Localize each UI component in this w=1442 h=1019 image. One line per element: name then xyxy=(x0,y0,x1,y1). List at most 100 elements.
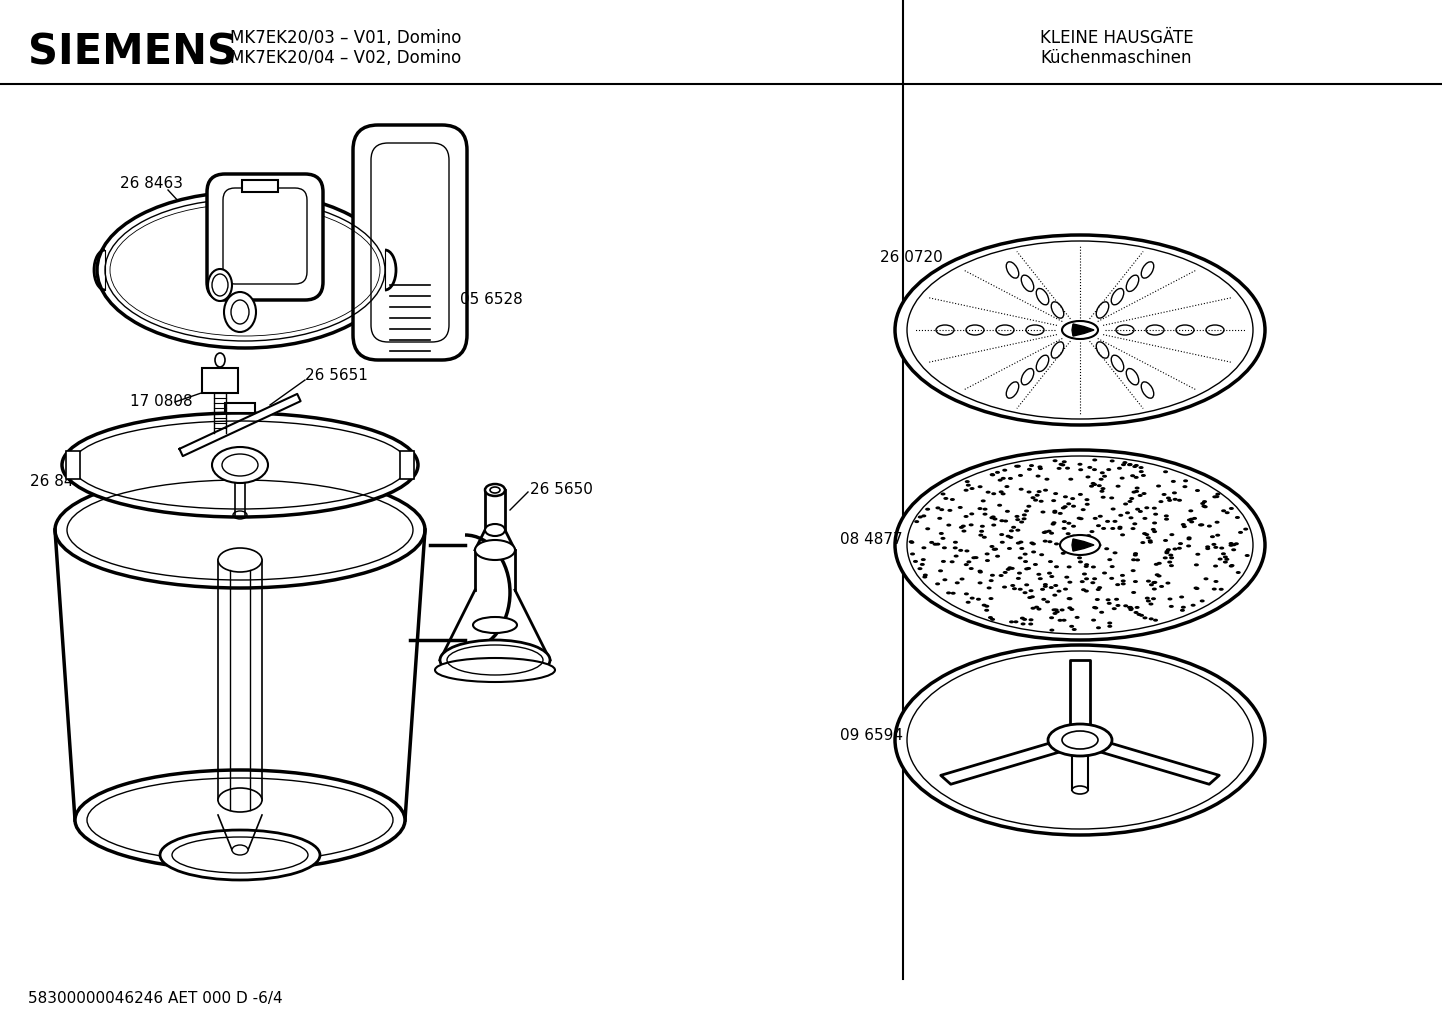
Ellipse shape xyxy=(1181,523,1185,526)
Ellipse shape xyxy=(1066,532,1070,535)
Ellipse shape xyxy=(969,487,975,490)
Ellipse shape xyxy=(1106,602,1112,605)
Ellipse shape xyxy=(1008,567,1012,570)
Ellipse shape xyxy=(1139,470,1144,473)
Ellipse shape xyxy=(1022,552,1028,555)
Text: KLEINE HAUSGÄTE: KLEINE HAUSGÄTE xyxy=(1040,29,1194,47)
Ellipse shape xyxy=(1180,608,1185,611)
Ellipse shape xyxy=(208,269,232,301)
Ellipse shape xyxy=(1217,557,1223,560)
Ellipse shape xyxy=(1067,597,1071,600)
Ellipse shape xyxy=(1066,544,1070,547)
Ellipse shape xyxy=(1011,526,1017,529)
Ellipse shape xyxy=(1168,597,1172,600)
Ellipse shape xyxy=(1096,524,1102,527)
Ellipse shape xyxy=(1002,586,1007,589)
Ellipse shape xyxy=(1138,510,1144,513)
Ellipse shape xyxy=(1156,561,1162,565)
Ellipse shape xyxy=(1027,504,1031,507)
Ellipse shape xyxy=(1193,517,1197,520)
Ellipse shape xyxy=(1051,523,1056,526)
Ellipse shape xyxy=(999,574,1004,577)
Ellipse shape xyxy=(1133,580,1138,583)
Ellipse shape xyxy=(435,658,555,682)
Ellipse shape xyxy=(1110,460,1115,463)
Ellipse shape xyxy=(1194,587,1198,589)
Ellipse shape xyxy=(1099,490,1105,493)
Ellipse shape xyxy=(1048,725,1112,756)
Ellipse shape xyxy=(1135,507,1141,511)
Ellipse shape xyxy=(1082,588,1086,591)
Ellipse shape xyxy=(1138,494,1142,497)
Ellipse shape xyxy=(1162,556,1168,559)
Ellipse shape xyxy=(1203,500,1207,503)
Ellipse shape xyxy=(985,604,989,607)
Ellipse shape xyxy=(1162,493,1167,496)
Ellipse shape xyxy=(1053,460,1057,463)
Ellipse shape xyxy=(940,492,946,495)
Ellipse shape xyxy=(959,526,963,529)
Ellipse shape xyxy=(1118,526,1122,529)
Ellipse shape xyxy=(1128,463,1132,466)
Ellipse shape xyxy=(1089,485,1094,488)
Ellipse shape xyxy=(97,192,394,348)
Ellipse shape xyxy=(1015,465,1021,468)
Ellipse shape xyxy=(1142,532,1146,535)
Ellipse shape xyxy=(1177,498,1182,501)
Ellipse shape xyxy=(1171,480,1175,483)
Ellipse shape xyxy=(1024,583,1030,586)
Ellipse shape xyxy=(1084,590,1089,593)
Ellipse shape xyxy=(939,532,945,535)
Ellipse shape xyxy=(1061,552,1066,554)
Ellipse shape xyxy=(1158,500,1164,503)
Text: Küchenmaschinen: Küchenmaschinen xyxy=(1040,49,1191,67)
Ellipse shape xyxy=(1031,550,1037,553)
Ellipse shape xyxy=(966,601,970,604)
Ellipse shape xyxy=(1009,567,1015,570)
Bar xyxy=(66,451,79,479)
Ellipse shape xyxy=(1229,507,1234,510)
Ellipse shape xyxy=(1086,534,1092,537)
Ellipse shape xyxy=(1128,464,1132,467)
Ellipse shape xyxy=(1092,606,1097,609)
Ellipse shape xyxy=(1041,598,1047,601)
Ellipse shape xyxy=(1145,533,1149,536)
Ellipse shape xyxy=(1074,537,1080,540)
Ellipse shape xyxy=(1092,566,1096,569)
Ellipse shape xyxy=(966,484,970,487)
Ellipse shape xyxy=(1002,571,1008,574)
Ellipse shape xyxy=(981,499,986,502)
Ellipse shape xyxy=(1084,578,1089,580)
Ellipse shape xyxy=(1096,543,1102,546)
Ellipse shape xyxy=(1152,581,1158,584)
Ellipse shape xyxy=(1200,524,1204,527)
Ellipse shape xyxy=(1063,495,1069,498)
Ellipse shape xyxy=(1012,587,1017,590)
Ellipse shape xyxy=(1008,536,1014,539)
Ellipse shape xyxy=(1090,482,1096,485)
Ellipse shape xyxy=(908,540,914,543)
Ellipse shape xyxy=(1223,560,1229,564)
Ellipse shape xyxy=(1015,529,1021,532)
Ellipse shape xyxy=(1221,510,1226,513)
Ellipse shape xyxy=(1069,478,1073,481)
Ellipse shape xyxy=(963,564,969,567)
Ellipse shape xyxy=(1005,535,1011,538)
Polygon shape xyxy=(179,394,300,457)
Ellipse shape xyxy=(1214,580,1218,583)
Ellipse shape xyxy=(920,562,924,566)
Ellipse shape xyxy=(972,556,976,559)
Ellipse shape xyxy=(978,485,982,488)
Ellipse shape xyxy=(1031,542,1035,545)
Ellipse shape xyxy=(1105,520,1110,523)
Ellipse shape xyxy=(1110,527,1115,530)
Ellipse shape xyxy=(1089,549,1093,552)
Ellipse shape xyxy=(1057,619,1063,622)
Ellipse shape xyxy=(934,583,940,585)
Ellipse shape xyxy=(1027,567,1031,570)
Ellipse shape xyxy=(1206,547,1210,550)
Ellipse shape xyxy=(1019,521,1024,524)
Ellipse shape xyxy=(1021,518,1027,521)
Ellipse shape xyxy=(1236,571,1240,574)
Ellipse shape xyxy=(1224,512,1230,515)
